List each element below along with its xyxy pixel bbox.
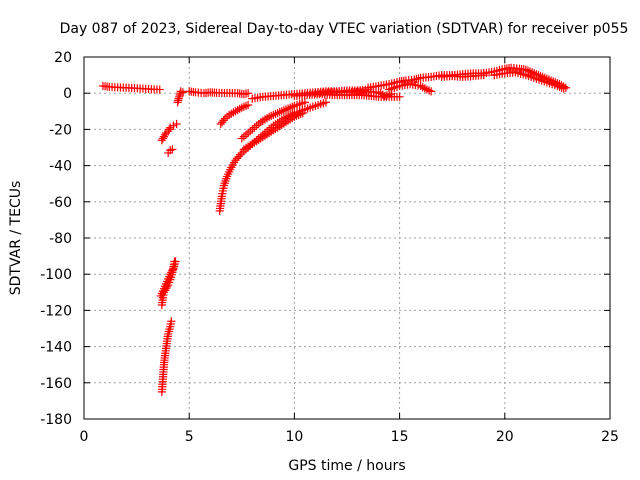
x-tick-label: 10	[285, 429, 303, 445]
series-mid-morning-1	[185, 87, 253, 99]
data-point	[155, 85, 164, 94]
x-tick-label: 5	[185, 429, 194, 445]
data-points	[98, 63, 570, 396]
chart-title: Day 087 of 2023, Sidereal Day-to-day VTE…	[60, 21, 629, 37]
data-point	[169, 121, 178, 130]
data-point	[244, 100, 253, 110]
y-tick-label: 0	[63, 86, 72, 102]
y-tick-label: 20	[54, 50, 72, 66]
x-tick-label: 20	[496, 429, 514, 445]
series-main-arc-4	[239, 109, 307, 154]
y-tick-label: -140	[40, 340, 72, 356]
x-tick-label: 15	[391, 429, 409, 445]
y-tick-label: -180	[40, 412, 72, 428]
y-tick-label: -40	[49, 159, 72, 175]
data-point	[395, 92, 404, 101]
data-point	[300, 98, 310, 107]
x-tick-label: 25	[601, 429, 619, 445]
y-tick-label: -80	[49, 231, 72, 247]
data-point	[171, 257, 180, 266]
y-tick-labels: 20 0 -20 -40 -60 -80 -100 -120 -140 -160 -180	[40, 50, 72, 428]
series-evening-3	[437, 71, 488, 82]
data-point	[321, 98, 331, 107]
data-point	[234, 152, 243, 161]
series-short-arc-b	[164, 145, 177, 158]
x-tick-labels: 0 5 10 15 20 25	[80, 429, 619, 445]
data-point	[167, 317, 176, 326]
data-point	[172, 119, 181, 129]
series-recovery-arc	[173, 87, 187, 107]
series-evening-2	[490, 68, 568, 93]
plot-frame	[83, 56, 611, 420]
series-main-arc-2	[216, 100, 253, 129]
data-point	[479, 71, 488, 80]
data-point	[236, 150, 245, 159]
series-main-arc-3	[237, 98, 310, 143]
series-early-arc	[98, 81, 164, 94]
y-axis-label: SDTVAR / TECUs	[8, 181, 24, 296]
data-point	[244, 89, 253, 98]
y-tick-label: -160	[40, 376, 72, 392]
series-steep-arc-3	[156, 257, 180, 301]
x-tick-label: 0	[80, 429, 89, 445]
y-tick-label: -120	[40, 303, 72, 319]
data-point	[298, 109, 307, 118]
series-afternoon-2	[384, 80, 436, 96]
y-tick-label: -20	[49, 122, 72, 138]
x-axis-label: GPS time / hours	[288, 458, 405, 474]
data-point	[559, 84, 568, 93]
data-point	[165, 125, 174, 134]
series-steep-arc-1	[157, 317, 176, 396]
y-tick-label: -60	[49, 195, 72, 211]
y-tick-label: -100	[40, 267, 72, 283]
data-point	[178, 88, 187, 97]
data-point	[427, 87, 436, 96]
data-point	[168, 145, 177, 154]
series-short-arc-a	[157, 119, 181, 145]
